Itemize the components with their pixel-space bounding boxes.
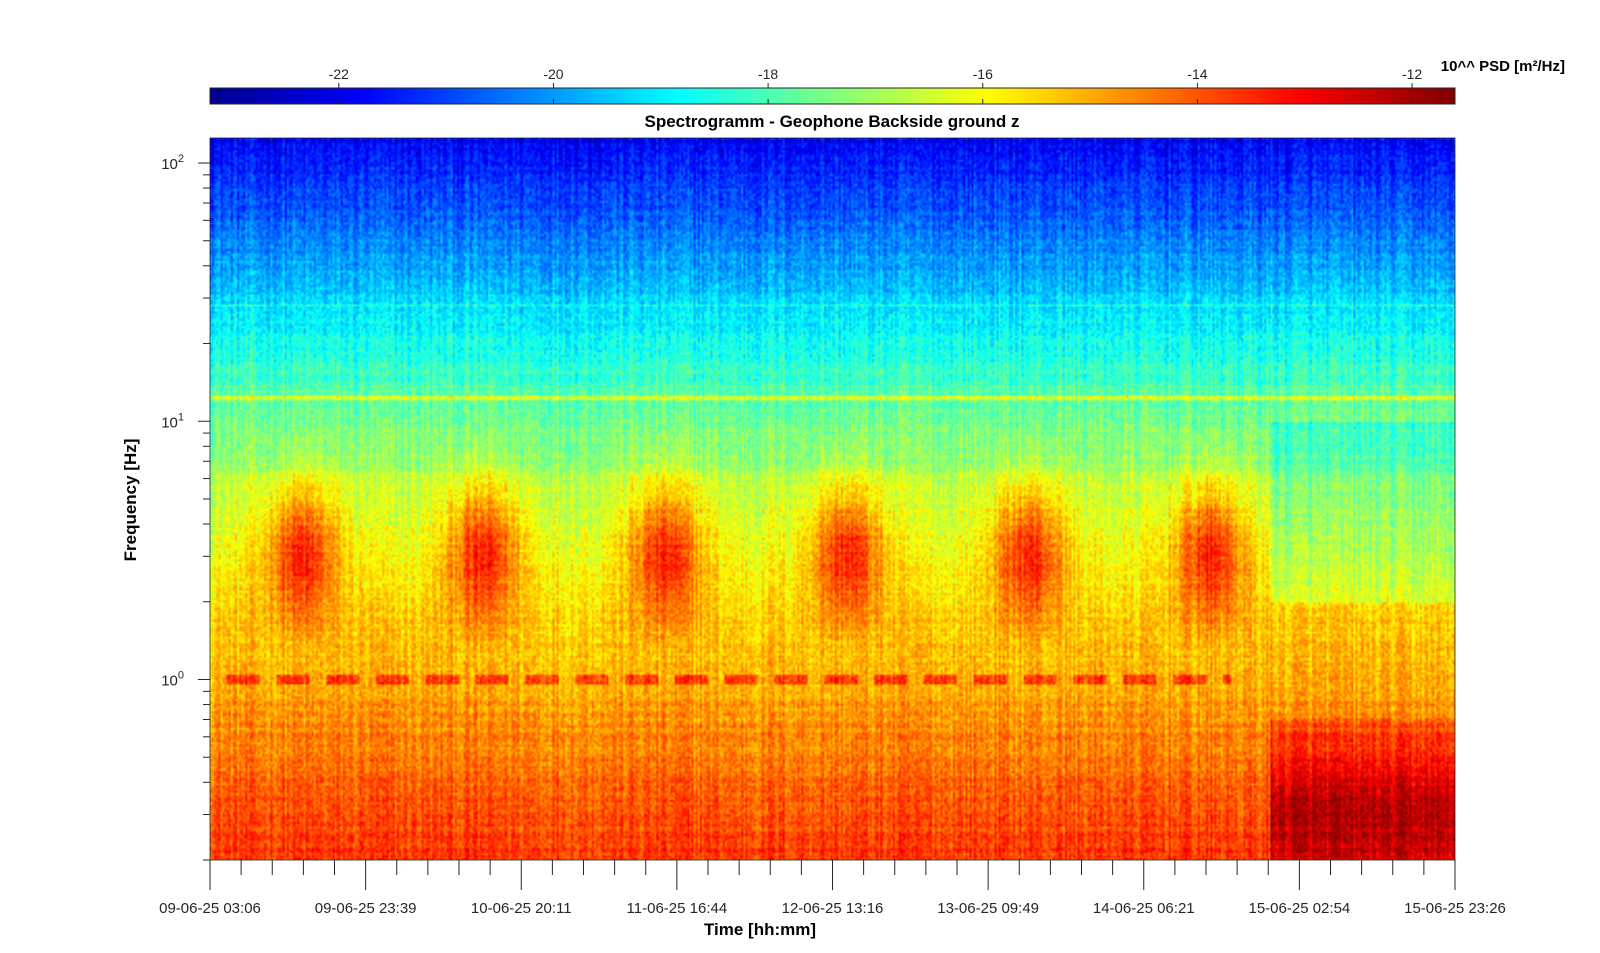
y-axis-label: Frequency [Hz] xyxy=(121,439,140,562)
y-axis: 100 101 102 xyxy=(161,153,210,861)
colorbar-tick-label: -22 xyxy=(329,66,349,82)
colorbar-tick-label: -16 xyxy=(973,66,993,82)
x-tick-label: 09-06-25 23:39 xyxy=(315,900,417,917)
colorbar-tick-label: -12 xyxy=(1402,66,1422,82)
y-tick-label: 102 xyxy=(161,153,184,173)
x-tick-label: 09-06-25 03:06 xyxy=(159,900,261,917)
x-tick-label: 12-06-25 13:16 xyxy=(782,900,884,917)
chart-title: Spectrogramm - Geophone Backside ground … xyxy=(644,112,1019,131)
y-tick-label: 100 xyxy=(161,670,184,690)
colorbar-tick-label: -14 xyxy=(1187,66,1207,82)
colorbar: -22 -20 -18 -16 -14 -12 10^^ PSD [m²/Hz] xyxy=(209,58,1565,105)
colorbar-tick-label: -18 xyxy=(758,66,778,82)
colorbar-tick-label: -20 xyxy=(543,66,563,82)
colorbar-label: 10^^ PSD [m²/Hz] xyxy=(1441,58,1565,75)
y-tick-label: 101 xyxy=(161,411,184,431)
x-tick-label: 10-06-25 20:11 xyxy=(471,900,572,917)
x-tick-label: 13-06-25 09:49 xyxy=(937,900,1039,917)
x-tick-label: 11-06-25 16:44 xyxy=(627,900,728,917)
x-tick-label: 15-06-25 02:54 xyxy=(1249,900,1351,917)
colorbar-gradient xyxy=(209,87,1456,105)
x-axis-label: Time [hh:mm] xyxy=(704,920,816,939)
x-tick-label: 14-06-25 06:21 xyxy=(1093,900,1195,917)
plot-area: 100 101 102 09-06-25 03:06 09-06-25 23:39 10… xyxy=(159,137,1506,917)
colorbar-ticks: -22 -20 -18 -16 -14 -12 xyxy=(329,66,1422,104)
x-axis: 09-06-25 03:06 09-06-25 23:39 10-06-25 20:… xyxy=(159,860,1506,917)
spectrogram-image xyxy=(210,138,1455,860)
x-tick-label: 15-06-25 23:26 xyxy=(1404,900,1506,917)
